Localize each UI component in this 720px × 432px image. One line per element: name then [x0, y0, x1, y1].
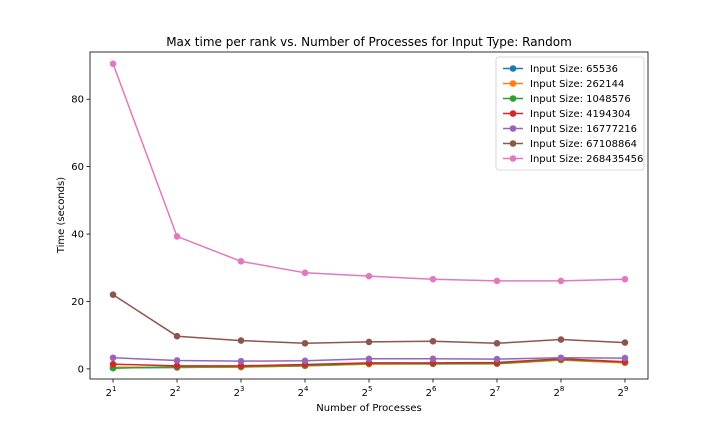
x-tick-base: 2: [618, 388, 624, 399]
legend-marker: [509, 95, 517, 102]
data-point: [301, 339, 309, 347]
data-point: [621, 339, 629, 346]
x-tick-exponent: 6: [432, 385, 437, 393]
x-tick-label: 27: [490, 385, 501, 399]
legend-marker: [509, 80, 517, 87]
x-tick-exponent: 9: [624, 385, 628, 393]
data-point: [429, 275, 437, 283]
data-point: [557, 336, 565, 343]
y-tick-label: 60: [71, 162, 84, 173]
data-point: [557, 277, 565, 285]
data-point: [237, 337, 245, 344]
x-tick-label: 23: [234, 385, 245, 399]
x-axis-label: Number of Processes: [316, 403, 421, 414]
chart-title: Max time per rank vs. Number of Processe…: [166, 35, 572, 49]
data-point: [621, 354, 629, 362]
data-point: [365, 338, 373, 346]
data-point: [173, 332, 181, 340]
plot-area: [109, 60, 629, 372]
legend-marker: [509, 65, 517, 72]
data-point: [429, 337, 437, 345]
legend-label: Input Size: 262144: [530, 79, 624, 90]
x-tick-exponent: 8: [560, 385, 564, 393]
x-tick-label: 26: [426, 385, 437, 399]
x-tick-base: 2: [490, 388, 496, 399]
data-point: [493, 339, 501, 347]
data-point: [173, 233, 181, 240]
legend-label: Input Size: 65536: [530, 64, 618, 75]
x-tick-base: 2: [106, 388, 112, 399]
y-tick-label: 80: [71, 95, 84, 106]
x-tick-label: 29: [618, 385, 629, 399]
y-tick-label: 0: [78, 364, 84, 375]
data-point: [237, 258, 245, 265]
series-5: [109, 291, 629, 347]
data-point: [237, 362, 245, 370]
x-tick-label: 24: [298, 385, 309, 399]
x-tick-exponent: 7: [496, 385, 500, 393]
data-point: [109, 354, 117, 362]
x-tick-label: 25: [362, 385, 373, 399]
data-point: [109, 360, 117, 368]
legend-marker: [509, 140, 517, 147]
y-axis-label: Time (seconds): [56, 177, 67, 254]
legend-label: Input Size: 67108864: [530, 139, 637, 150]
x-tick-base: 2: [298, 388, 304, 399]
legend-box: [495, 56, 645, 171]
legend-item: Input Size: 65536: [503, 64, 618, 75]
legend-label: Input Size: 1048576: [530, 94, 631, 105]
x-tick-exponent: 4: [304, 385, 309, 393]
legend-item: Input Size: 16777216: [503, 124, 637, 135]
x-tick-label: 21: [106, 385, 117, 399]
legend-marker: [509, 110, 517, 117]
x-tick-base: 2: [234, 388, 240, 399]
y-tick-label: 20: [71, 297, 84, 308]
legend-marker: [509, 155, 517, 162]
legend-label: Input Size: 268435456: [530, 154, 643, 165]
data-point: [429, 355, 437, 363]
legend-item: Input Size: 67108864: [503, 139, 637, 150]
data-point: [301, 269, 309, 277]
legend-label: Input Size: 16777216: [530, 124, 637, 135]
legend-item: Input Size: 1048576: [503, 94, 631, 105]
x-tick-exponent: 2: [176, 385, 180, 393]
legend-marker: [509, 125, 517, 132]
x-tick-base: 2: [362, 388, 368, 399]
data-point: [365, 272, 373, 280]
data-point: [173, 362, 181, 370]
x-tick-base: 2: [426, 388, 432, 399]
x-tick-base: 2: [554, 388, 560, 399]
data-point: [173, 357, 181, 364]
y-tick-label: 40: [71, 230, 84, 241]
x-tick-exponent: 1: [112, 385, 116, 393]
data-point: [493, 277, 501, 285]
x-tick-base: 2: [170, 388, 176, 399]
legend: Input Size: 65536 Input Size: 262144 Input…: [495, 56, 645, 171]
legend-item: Input Size: 262144: [503, 79, 624, 90]
x-tick-label: 28: [554, 385, 565, 399]
data-point: [109, 60, 117, 68]
data-point: [109, 291, 117, 299]
x-tick-label: 22: [170, 385, 181, 399]
series-line: [112, 294, 625, 345]
legend-item: Input Size: 268435456: [503, 154, 643, 165]
series-6: [109, 60, 629, 285]
data-point: [365, 355, 373, 363]
legend-label: Input Size: 4194304: [530, 109, 631, 120]
legend-item: Input Size: 4194304: [503, 109, 631, 120]
data-point: [621, 275, 629, 283]
data-point: [557, 354, 565, 362]
data-point: [237, 357, 245, 365]
x-tick-exponent: 3: [240, 385, 244, 393]
data-point: [493, 355, 501, 363]
series-4: [109, 354, 629, 365]
data-point: [301, 357, 309, 365]
x-tick-exponent: 5: [368, 385, 372, 393]
